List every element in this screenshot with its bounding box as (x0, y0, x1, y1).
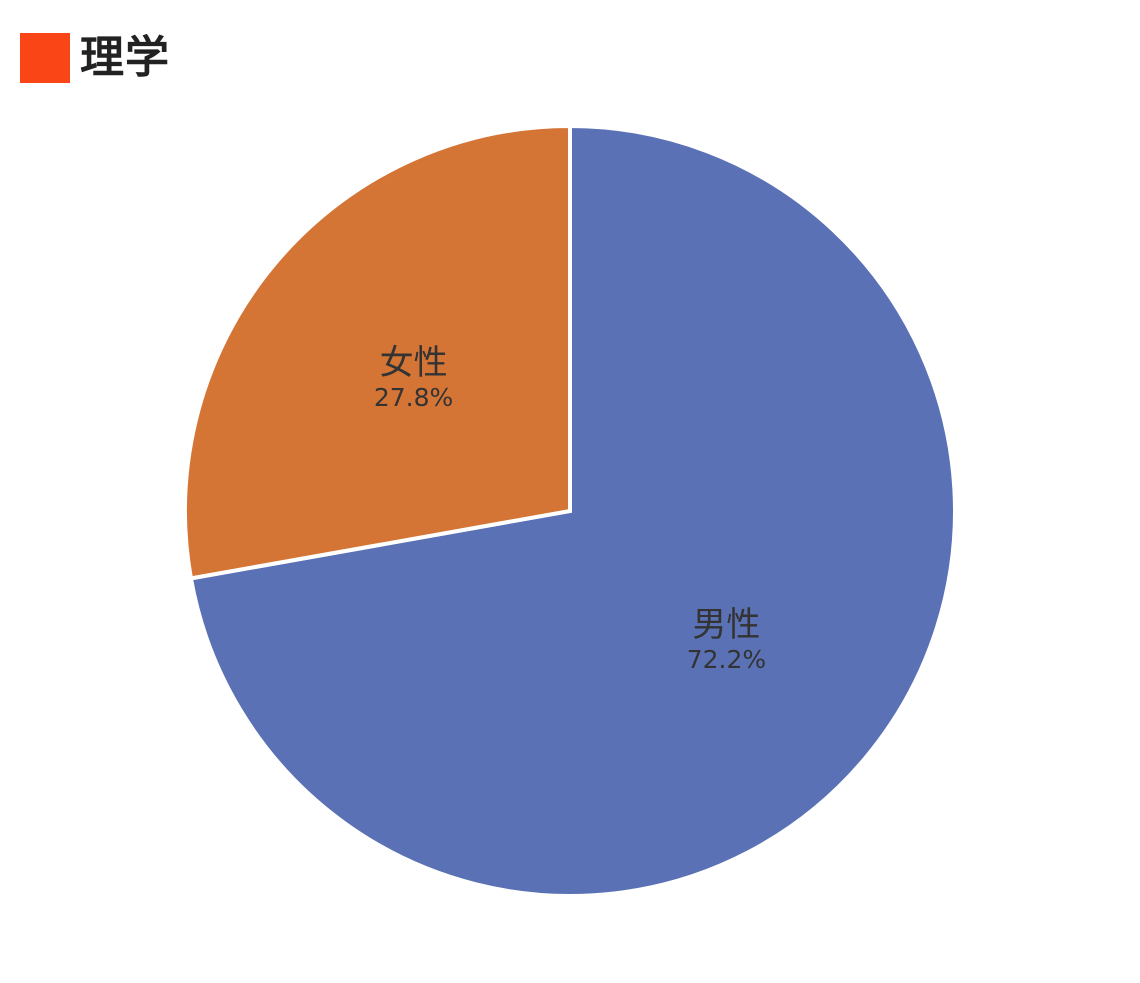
slice-percent-1: 72.2% (687, 645, 766, 674)
pie-slice-1 (188, 123, 957, 898)
slice-label-2: 女性 (380, 343, 448, 383)
slice-label-1: 男性 (692, 605, 760, 645)
chart-title: 理学 (80, 32, 170, 83)
chart-title-bar: 理学 (20, 32, 170, 84)
pie-slice-2 (183, 123, 572, 581)
slice-percent-2: 27.8% (374, 383, 453, 412)
title-color-swatch (20, 33, 70, 83)
